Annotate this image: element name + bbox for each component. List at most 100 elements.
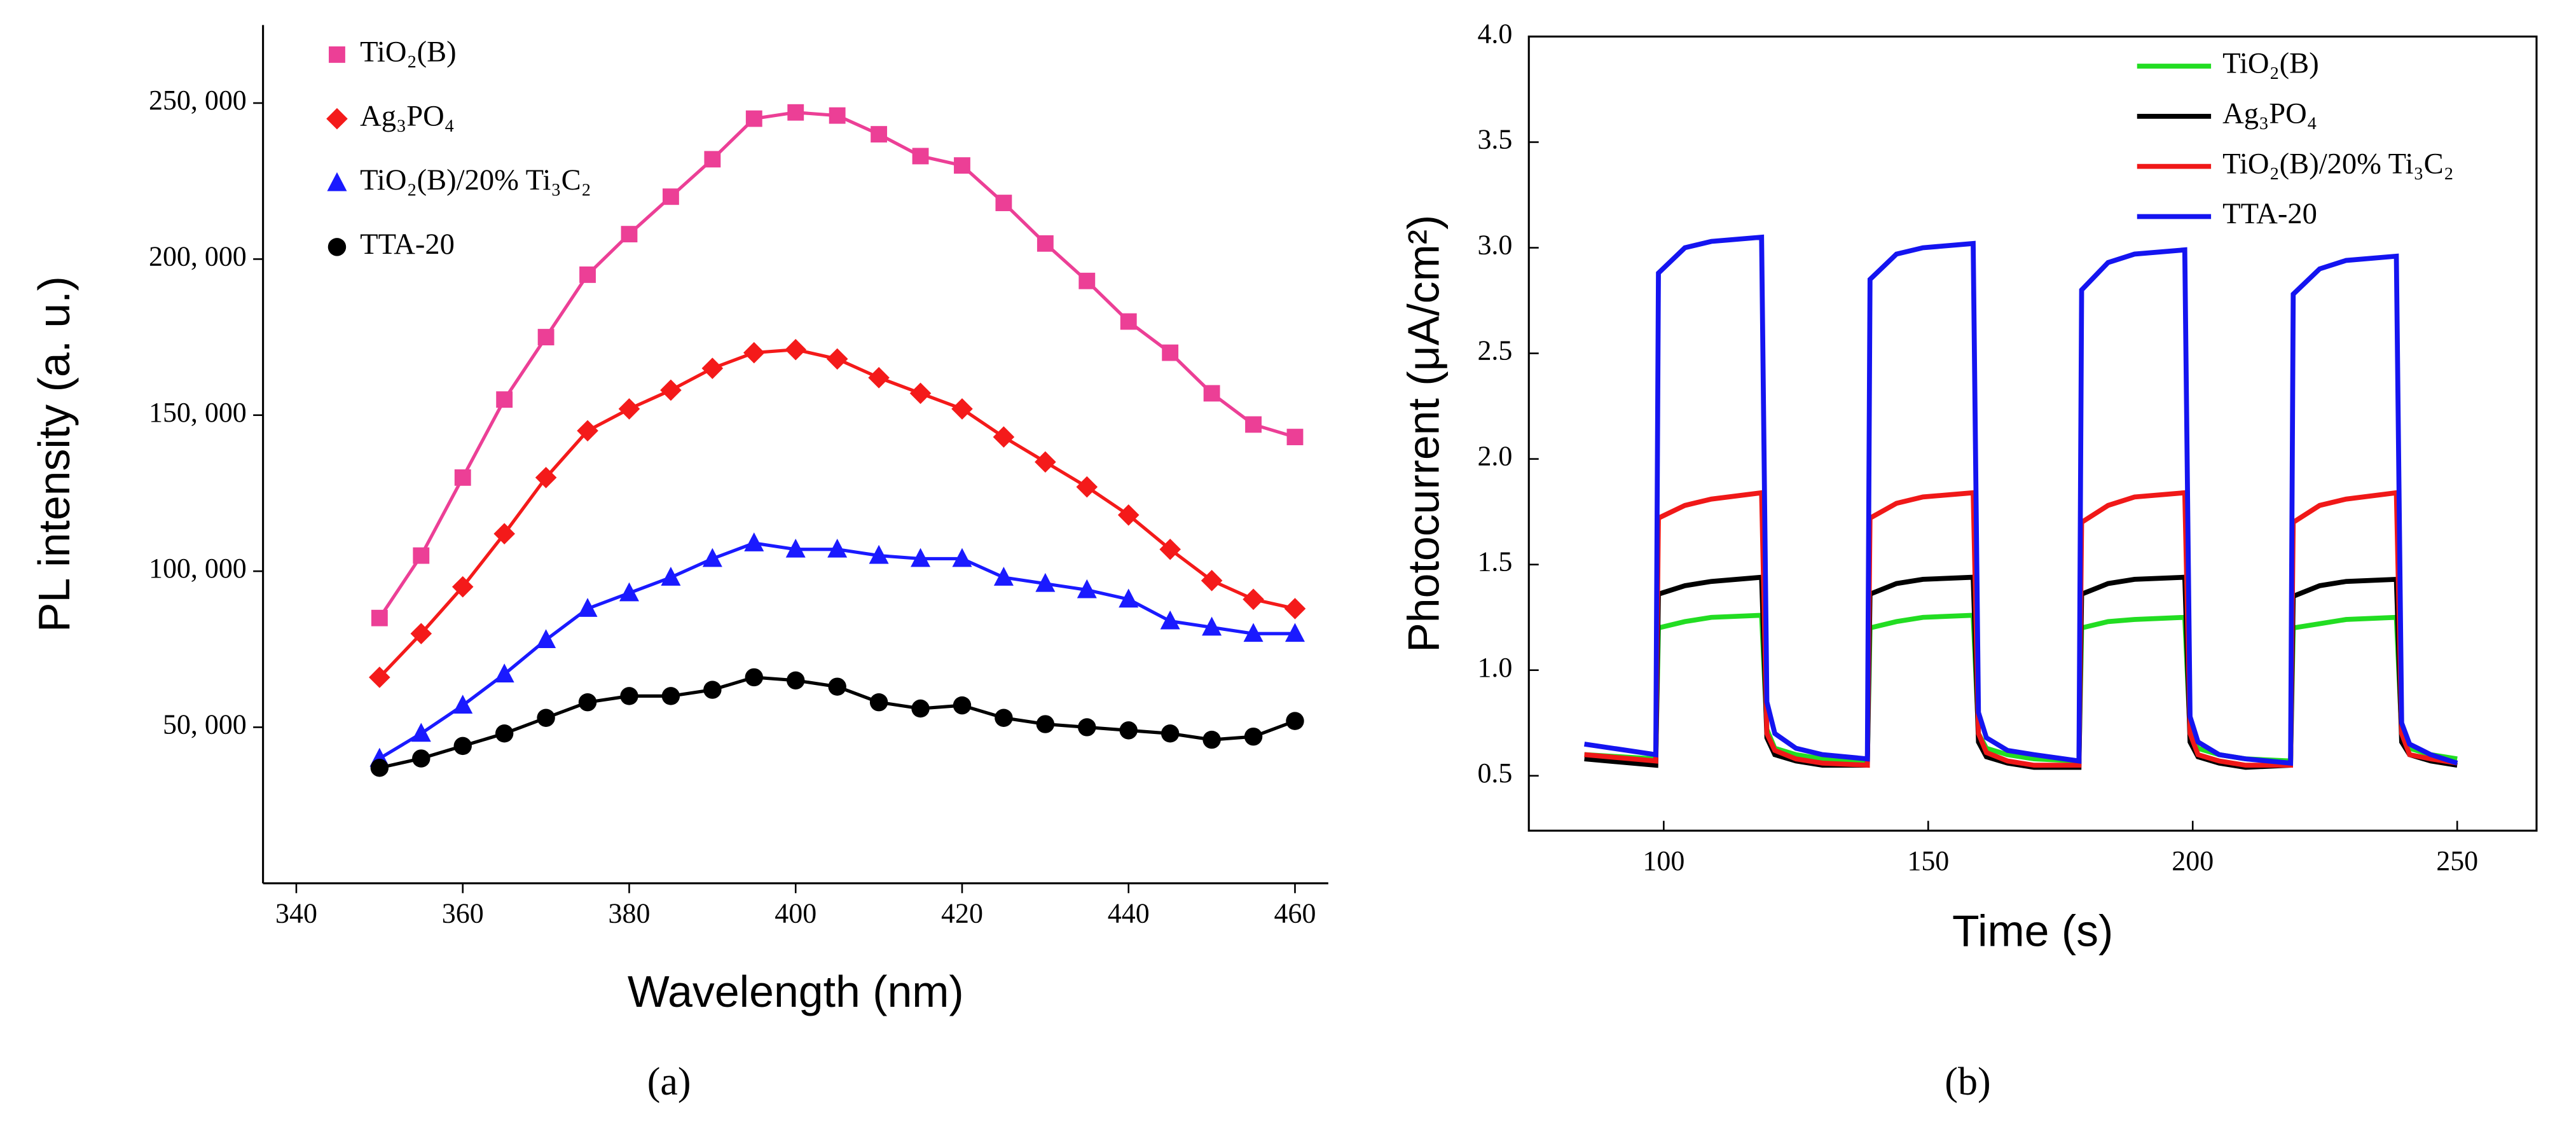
marker bbox=[701, 357, 724, 379]
series-line bbox=[378, 348, 1296, 679]
marker bbox=[1243, 623, 1264, 642]
marker bbox=[828, 677, 846, 696]
marker bbox=[621, 226, 638, 243]
marker bbox=[370, 759, 389, 777]
series-line bbox=[1584, 490, 2458, 768]
marker bbox=[537, 709, 555, 727]
y-tick-label: 4.0 bbox=[1477, 18, 1512, 50]
marker bbox=[703, 681, 722, 699]
marker bbox=[577, 420, 598, 442]
marker bbox=[1162, 344, 1179, 361]
marker bbox=[454, 469, 471, 486]
marker bbox=[1285, 623, 1305, 642]
marker bbox=[993, 426, 1015, 448]
marker bbox=[494, 663, 514, 682]
marker bbox=[1160, 610, 1180, 630]
y-axis-title: Photocurrent (μA/cm²) bbox=[1398, 215, 1448, 653]
marker bbox=[661, 567, 681, 586]
plot-frame bbox=[1527, 35, 2538, 832]
marker bbox=[829, 107, 846, 124]
marker bbox=[371, 609, 388, 626]
y-tick-label: 250, 000 bbox=[149, 85, 247, 116]
panel-label: (a) bbox=[647, 1060, 691, 1103]
legend-label: Ag₃PO₄ bbox=[2222, 97, 2317, 130]
marker bbox=[619, 582, 639, 602]
x-tick-label: 420 bbox=[941, 898, 983, 929]
marker bbox=[578, 693, 597, 712]
marker bbox=[745, 110, 762, 127]
marker bbox=[453, 736, 472, 756]
marker bbox=[1117, 504, 1140, 526]
x-tick-label: 200 bbox=[2172, 845, 2214, 876]
marker bbox=[952, 548, 972, 567]
legend-label: TiO₂(B) bbox=[2222, 48, 2319, 80]
marker bbox=[453, 695, 473, 714]
marker bbox=[1203, 385, 1220, 402]
x-tick-label: 380 bbox=[609, 898, 651, 929]
y-tick-label: 2.0 bbox=[1477, 441, 1512, 472]
y-axis-title: PL intensity (a. u.) bbox=[29, 276, 79, 632]
legend-label: TiO₂(B)/20% Ti₃C₂ bbox=[360, 164, 591, 197]
marker bbox=[535, 467, 557, 488]
x-tick-label: 250 bbox=[2436, 845, 2478, 876]
marker bbox=[743, 342, 765, 364]
marker bbox=[785, 538, 806, 558]
y-tick-label: 150, 000 bbox=[149, 397, 247, 428]
marker bbox=[577, 598, 598, 617]
marker bbox=[496, 391, 513, 408]
y-tick-label: 100, 000 bbox=[149, 553, 247, 584]
marker bbox=[661, 687, 680, 705]
y-tick-label: 2.5 bbox=[1477, 335, 1512, 366]
marker bbox=[951, 398, 973, 420]
marker bbox=[702, 548, 722, 567]
marker bbox=[1120, 313, 1137, 330]
series-line bbox=[1584, 234, 2458, 766]
marker bbox=[1036, 715, 1055, 733]
marker bbox=[1077, 579, 1097, 598]
x-tick-label: 360 bbox=[442, 898, 484, 929]
marker bbox=[660, 379, 682, 401]
marker bbox=[1035, 451, 1056, 473]
x-tick-label: 400 bbox=[775, 898, 816, 929]
marker bbox=[413, 547, 430, 564]
marker bbox=[1035, 572, 1056, 592]
marker bbox=[537, 329, 554, 345]
marker bbox=[1159, 538, 1181, 560]
marker bbox=[785, 338, 807, 361]
marker bbox=[495, 724, 514, 743]
marker bbox=[827, 538, 848, 558]
marker bbox=[826, 348, 848, 370]
x-axis-title: Wavelength (nm) bbox=[628, 967, 964, 1016]
marker bbox=[1244, 727, 1263, 746]
marker bbox=[1243, 588, 1264, 611]
x-tick-label: 440 bbox=[1108, 898, 1150, 929]
x-tick-label: 460 bbox=[1274, 898, 1316, 929]
legend-label: TTA-20 bbox=[360, 228, 455, 261]
marker bbox=[787, 104, 804, 121]
marker bbox=[871, 126, 888, 143]
marker bbox=[1202, 730, 1221, 749]
marker bbox=[995, 195, 1012, 211]
marker bbox=[618, 398, 640, 420]
marker bbox=[912, 148, 929, 165]
marker bbox=[1078, 718, 1096, 736]
marker bbox=[911, 699, 930, 718]
marker bbox=[662, 188, 679, 205]
marker bbox=[411, 723, 431, 742]
marker bbox=[1078, 272, 1096, 289]
series-line bbox=[378, 541, 1295, 760]
marker bbox=[704, 151, 721, 168]
marker bbox=[869, 693, 888, 712]
marker bbox=[1284, 598, 1306, 619]
legend-label: Ag₃PO₄ bbox=[360, 100, 455, 132]
marker bbox=[1037, 235, 1054, 252]
marker bbox=[1245, 416, 1262, 433]
legend-label: TTA-20 bbox=[2222, 198, 2317, 230]
panel-label: (b) bbox=[1945, 1060, 1990, 1103]
marker bbox=[451, 576, 474, 598]
marker bbox=[1286, 429, 1304, 446]
y-tick-label: 0.5 bbox=[1477, 757, 1512, 789]
legend-label: TiO₂(B)/20% Ti₃C₂ bbox=[2222, 148, 2454, 180]
marker bbox=[993, 567, 1014, 586]
